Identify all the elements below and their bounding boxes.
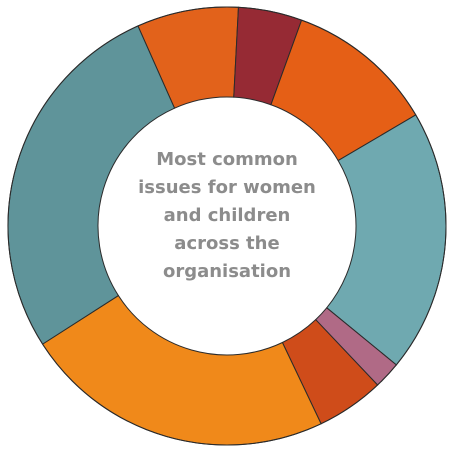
chart-title: Most common issues for women and childre… <box>138 149 316 282</box>
donut-outline <box>7 6 447 446</box>
donut-segment <box>41 294 322 446</box>
